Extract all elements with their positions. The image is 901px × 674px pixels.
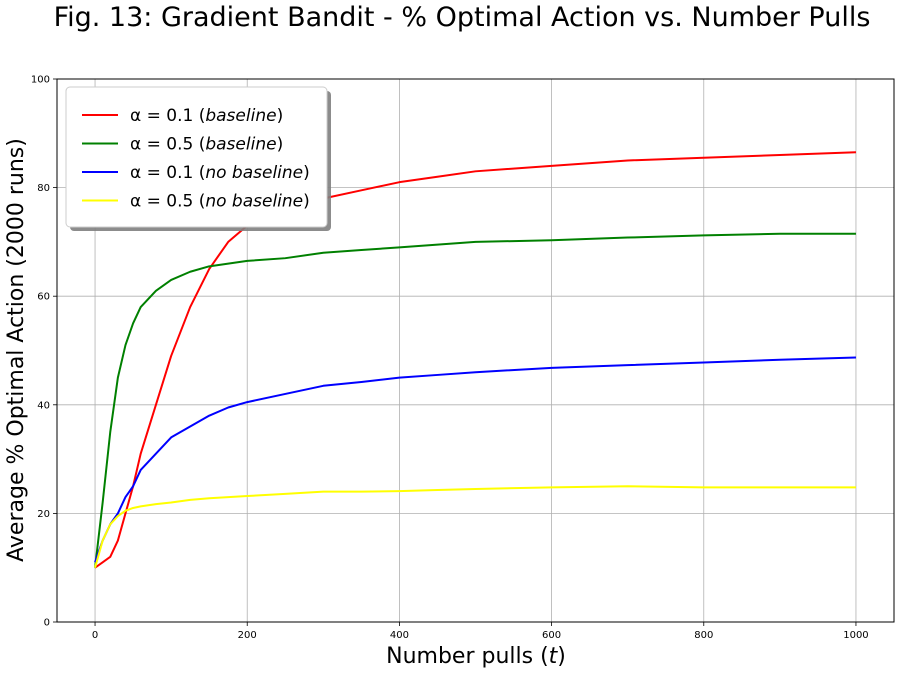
y-tick-label: 40: [37, 400, 50, 411]
legend-box: [65, 86, 328, 228]
y-tick-label: 0: [44, 618, 50, 629]
legend-entry-label: α = 0.1 (baseline): [130, 106, 283, 126]
plot-frame: [56, 78, 895, 623]
x-tick-label: 1000: [843, 630, 868, 641]
y-tick-label: 80: [37, 183, 50, 194]
y-tick-label: 20: [37, 509, 50, 520]
chart-title: Fig. 13: Gradient Bandit - % Optimal Act…: [53, 2, 871, 33]
x-tick-label: 200: [238, 630, 257, 641]
legend-entry-label: α = 0.5 (no baseline): [130, 192, 310, 212]
legend-entry-label: α = 0.5 (baseline): [130, 135, 283, 155]
legend-entry-label: α = 0.1 (no baseline): [130, 163, 310, 183]
x-axis-label: Number pulls (t): [386, 644, 566, 669]
x-tick-label: 600: [542, 630, 561, 641]
x-tick-label: 800: [694, 630, 713, 641]
x-tick-label: 0: [92, 630, 98, 641]
axis-ticks: 0 200 400 600 800 1000 0 20 40 60 80 100: [31, 75, 869, 642]
series-line-1: [94, 151, 856, 569]
series-line-3: [94, 356, 856, 563]
series-lines: [94, 151, 856, 569]
y-tick-label: 100: [31, 75, 50, 86]
series-line-2: [94, 232, 856, 568]
grid-lines: [57, 78, 894, 623]
x-tick-label: 400: [390, 630, 409, 641]
series-line-4: [94, 485, 856, 568]
legend: α = 0.1 (baseline) α = 0.5 (baseline) α = …: [65, 86, 331, 231]
y-axis-label: Average % Optimal Action (2000 runs): [4, 138, 29, 562]
y-tick-label: 60: [37, 292, 50, 303]
